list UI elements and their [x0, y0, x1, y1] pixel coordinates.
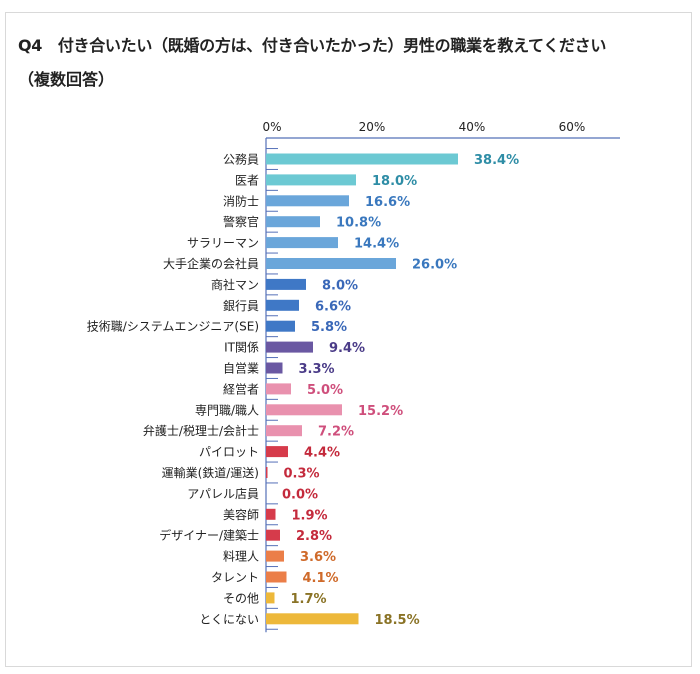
x-tick-label: 60% — [559, 120, 586, 134]
category-label: 銀行員 — [223, 299, 259, 313]
data-label: 4.1% — [303, 571, 339, 586]
data-label: 6.6% — [315, 299, 351, 314]
data-label: 0.0% — [282, 487, 318, 502]
data-label: 0.3% — [284, 467, 320, 482]
data-label: 8.0% — [322, 278, 358, 293]
bar — [266, 153, 458, 165]
category-label: 運輸業(鉄道/運送) — [162, 465, 259, 480]
category-label: 料理人 — [223, 550, 259, 564]
chart-subtitle: （複数回答） — [18, 70, 115, 89]
data-label: 2.8% — [296, 529, 332, 544]
category-label: 自営業 — [223, 362, 259, 376]
category-label: 消防士 — [223, 193, 259, 208]
bar — [266, 571, 287, 583]
data-label: 3.6% — [300, 550, 336, 565]
category-label: とくにない — [199, 612, 259, 626]
data-label: 1.9% — [292, 508, 328, 523]
data-label: 38.4% — [474, 153, 519, 168]
data-label: 26.0% — [412, 258, 457, 273]
bar — [266, 174, 356, 186]
bar — [266, 299, 299, 311]
data-label: 14.4% — [354, 237, 399, 252]
data-label: 4.4% — [304, 446, 340, 461]
bar — [266, 592, 275, 604]
data-label: 18.0% — [372, 174, 417, 189]
category-label: アパレル店員 — [187, 487, 259, 501]
data-label: 1.7% — [291, 592, 327, 607]
bar — [266, 258, 396, 269]
data-label: 10.8% — [336, 216, 381, 231]
category-label: サラリーマン — [187, 236, 259, 250]
bar — [266, 362, 283, 374]
bar — [266, 320, 295, 332]
category-label: 大手企業の会社員 — [163, 256, 259, 271]
bar — [266, 278, 306, 290]
category-label: 経営者 — [223, 382, 259, 396]
category-label: パイロット — [199, 445, 259, 459]
bar — [266, 529, 280, 541]
data-label: 7.2% — [318, 425, 354, 440]
category-label: 美容師 — [223, 507, 259, 522]
category-label: 弁護士/税理士/会計士 — [143, 423, 259, 438]
bar — [266, 195, 349, 207]
bar — [266, 404, 342, 416]
bar — [266, 613, 359, 625]
data-label: 16.6% — [365, 195, 410, 210]
x-tick-label: 0% — [262, 120, 281, 134]
chart-title: Q4 付き合いたい（既婚の方は、付き合いたかった）男性の職業を教えてください — [18, 36, 607, 55]
bar — [266, 508, 276, 520]
bar — [266, 341, 313, 353]
category-label: その他 — [223, 591, 259, 605]
bar — [266, 383, 291, 395]
bar — [266, 467, 268, 478]
data-label: 5.8% — [311, 320, 347, 335]
category-label: 医者 — [235, 173, 259, 187]
category-label: タレント — [211, 571, 259, 585]
bar — [266, 216, 320, 228]
data-label: 9.4% — [329, 341, 365, 356]
data-label: 18.5% — [375, 613, 420, 628]
x-tick-label: 20% — [359, 120, 386, 134]
category-label: 専門職/職人 — [195, 403, 259, 417]
category-label: 公務員 — [223, 153, 259, 167]
category-label: 警察官 — [223, 214, 259, 229]
category-label: デザイナー/建築士 — [159, 528, 259, 543]
data-label: 5.0% — [307, 383, 343, 398]
data-label: 3.3% — [299, 362, 335, 377]
bar — [266, 446, 288, 458]
x-tick-label: 40% — [459, 120, 486, 134]
chart-frame — [5, 12, 692, 667]
bar — [266, 550, 284, 562]
data-label: 15.2% — [358, 404, 403, 419]
category-label: 商社マン — [211, 277, 259, 292]
bar — [266, 237, 338, 249]
category-label: IT関係 — [224, 341, 259, 355]
bar — [266, 425, 302, 437]
category-label: 技術職/システムエンジニア(SE) — [87, 320, 259, 334]
